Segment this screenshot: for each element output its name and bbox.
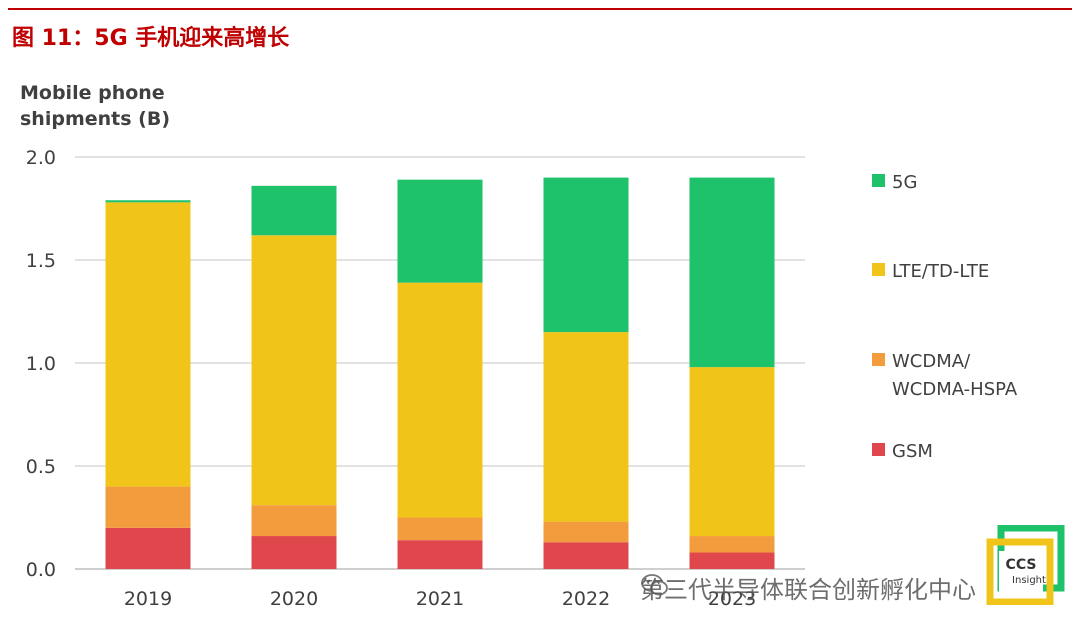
- y-axis-title-line-1: Mobile phone: [20, 82, 165, 104]
- bar-segment: [397, 179, 483, 283]
- y-axis-title-line-2: shipments (B): [20, 108, 171, 130]
- y-tick-label: 2.0: [26, 147, 56, 169]
- top-divider: [8, 8, 1072, 10]
- x-tick-label: 2019: [124, 588, 172, 610]
- bar-segment: [251, 185, 337, 236]
- watermark-text: 第三代半导体联合创新孵化中心: [640, 576, 976, 604]
- y-tick-labels: 0.0 0.5 1.0 1.5 2.0: [26, 147, 56, 581]
- bar-segment: [689, 536, 775, 553]
- y-axis-title: Mobile phone shipments (B): [20, 80, 220, 132]
- y-tick-label: 1.5: [26, 250, 56, 272]
- legend-label: WCDMA-HSPA: [892, 379, 1018, 400]
- y-tick-label: 0.5: [26, 456, 56, 478]
- logo-text-sub: Insight: [1012, 575, 1046, 586]
- bar-segment: [689, 552, 775, 569]
- bar-segment: [105, 486, 191, 528]
- y-tick-label: 1.0: [26, 353, 56, 375]
- legend-swatch: [872, 174, 885, 187]
- bar-segment: [543, 177, 629, 333]
- bar-segment: [543, 542, 629, 569]
- x-tick-label: 2022: [562, 588, 610, 610]
- bar-segment: [689, 367, 775, 537]
- x-tick-label: 2021: [416, 588, 464, 610]
- ccs-insight-logo: CCS Insight: [986, 525, 1065, 605]
- bar-segment: [397, 282, 483, 518]
- wechat-icon: [641, 574, 668, 596]
- figure-title: 图 11：5G 手机迎来高增长: [12, 26, 290, 51]
- watermark: 第三代半导体联合创新孵化中心: [640, 570, 976, 605]
- logo-text-main: CCS: [1006, 557, 1037, 573]
- bar-segment: [397, 540, 483, 569]
- x-tick-labels: 2019 2020 2021 2022 2023: [124, 588, 756, 610]
- bar-segment: [105, 202, 191, 487]
- legend: 5G LTE/TD-LTE WCDMA/WCDMA-HSPA GSM: [872, 172, 1018, 462]
- bar-segment: [543, 332, 629, 522]
- x-tick-label: 2023: [708, 588, 756, 610]
- y-tick-label: 0.0: [26, 559, 56, 581]
- bar-segment: [105, 200, 191, 203]
- bar-segment: [543, 521, 629, 543]
- legend-swatch: [872, 443, 885, 456]
- legend-label: 5G: [892, 172, 917, 193]
- legend-swatch: [872, 263, 885, 276]
- bar-segment: [689, 177, 775, 368]
- legend-label: WCDMA/: [892, 351, 971, 372]
- bar-segment: [251, 235, 337, 506]
- x-tick-label: 2020: [270, 588, 318, 610]
- bar-segment: [251, 505, 337, 537]
- bar-segment: [105, 527, 191, 569]
- legend-label: GSM: [892, 441, 933, 462]
- legend-label: LTE/TD-LTE: [892, 261, 989, 282]
- bar-segment: [251, 536, 337, 569]
- bars: [105, 177, 775, 569]
- bar-segment: [397, 517, 483, 541]
- legend-swatch: [872, 353, 885, 366]
